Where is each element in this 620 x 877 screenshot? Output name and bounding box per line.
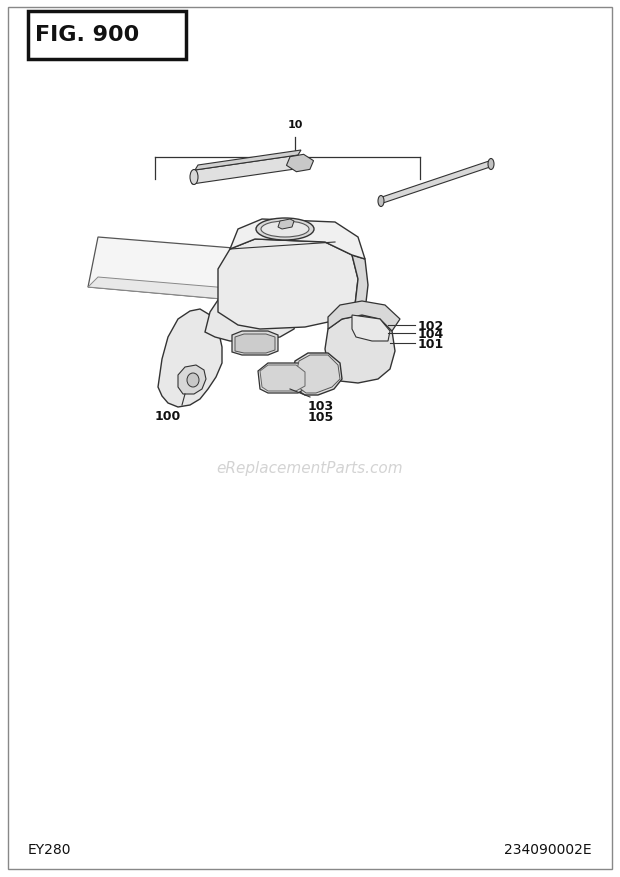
- Text: 104: 104: [418, 327, 445, 340]
- Polygon shape: [328, 302, 400, 332]
- Ellipse shape: [187, 374, 199, 388]
- Ellipse shape: [378, 196, 384, 207]
- Text: FIG. 900: FIG. 900: [35, 25, 140, 45]
- Text: 234090002E: 234090002E: [505, 842, 592, 856]
- Text: 102: 102: [418, 319, 445, 332]
- Polygon shape: [218, 239, 358, 330]
- Text: 105: 105: [308, 410, 334, 424]
- Polygon shape: [88, 238, 345, 310]
- Polygon shape: [232, 332, 278, 355]
- Polygon shape: [235, 335, 275, 353]
- Polygon shape: [88, 278, 335, 310]
- Polygon shape: [352, 256, 368, 319]
- Ellipse shape: [190, 170, 198, 185]
- Text: eReplacementParts.com: eReplacementParts.com: [216, 461, 404, 476]
- Polygon shape: [286, 155, 314, 173]
- Polygon shape: [258, 364, 308, 394]
- Text: 100: 100: [155, 410, 181, 423]
- Polygon shape: [278, 220, 294, 230]
- Ellipse shape: [488, 160, 494, 170]
- Polygon shape: [260, 366, 305, 391]
- Text: 101: 101: [418, 337, 445, 350]
- Polygon shape: [325, 316, 395, 383]
- Text: 10: 10: [287, 120, 303, 130]
- Polygon shape: [178, 366, 206, 395]
- Polygon shape: [230, 220, 365, 260]
- Polygon shape: [352, 316, 390, 342]
- Polygon shape: [205, 286, 298, 342]
- Polygon shape: [296, 355, 340, 394]
- Ellipse shape: [256, 218, 314, 240]
- Polygon shape: [195, 151, 301, 171]
- Text: EY280: EY280: [28, 842, 71, 856]
- Polygon shape: [380, 160, 492, 204]
- Polygon shape: [192, 156, 298, 185]
- Ellipse shape: [261, 222, 309, 238]
- Polygon shape: [292, 353, 342, 396]
- Text: 103: 103: [308, 400, 334, 412]
- Bar: [28, 12, 186, 60]
- Polygon shape: [158, 310, 222, 408]
